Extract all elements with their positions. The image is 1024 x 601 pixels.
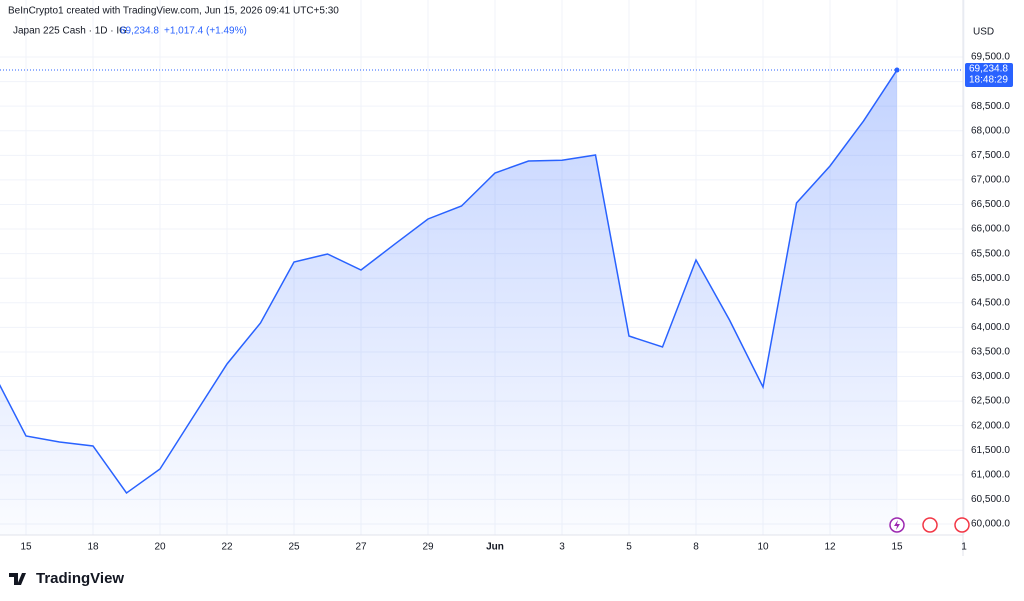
y-tick-label: 62,500.0 (971, 396, 1010, 407)
x-tick-label: 20 (154, 542, 166, 553)
x-tick-label: 22 (221, 542, 233, 553)
y-tick-label: 68,000.0 (971, 125, 1010, 136)
y-tick-label: 68,500.0 (971, 101, 1010, 112)
y-tick-label: 64,000.0 (971, 322, 1010, 333)
x-tick-label: Jun (486, 542, 504, 553)
last-point (894, 67, 900, 73)
x-tick-label: 15 (20, 542, 32, 553)
y-tick-label: 66,000.0 (971, 224, 1010, 235)
y-tick-label: 64,500.0 (971, 297, 1010, 308)
y-tick-label: 65,000.0 (971, 273, 1010, 284)
event-icons (889, 517, 970, 533)
currency: USD (973, 27, 994, 38)
x-tick-label: 12 (824, 542, 836, 553)
logo-text: TradingView (36, 570, 124, 587)
y-tick-label: 60,500.0 (971, 494, 1010, 505)
y-tick-label: 60,000.0 (971, 519, 1010, 530)
x-tick-label: 29 (422, 542, 434, 553)
plot (0, 67, 963, 535)
y-tick-label: 69,500.0 (971, 52, 1010, 63)
symbol: Japan 225 Cash · 1D · IG (13, 26, 127, 37)
change: +1,017.4 (+1.49%) (164, 26, 247, 37)
x-tick-label: 1 (961, 542, 967, 553)
price-line (0, 69, 898, 495)
y-tick-label: 67,500.0 (971, 150, 1010, 161)
price: 69,234.8 (120, 26, 159, 37)
x-tick-label: 8 (693, 542, 699, 553)
credit: BeInCrypto1 created with TradingView.com… (8, 6, 339, 17)
y-tick-label: 61,000.0 (971, 469, 1010, 480)
price-badge-label: 69,234.8 (969, 64, 1008, 75)
y-tick-label: 63,500.0 (971, 347, 1010, 358)
countdown: 18:48:29 (969, 75, 1008, 86)
x-tick-label: 18 (87, 542, 99, 553)
y-tick-label: 61,500.0 (971, 445, 1010, 456)
y-tick-label: 62,000.0 (971, 420, 1010, 431)
y-tick-label: 63,000.0 (971, 371, 1010, 382)
x-tick-label: 15 (891, 542, 903, 553)
logo: TradingView (9, 570, 124, 587)
area-fill (0, 70, 897, 535)
x-tick-label: 25 (288, 542, 300, 553)
y-tick-label: 65,500.0 (971, 248, 1010, 259)
price-badge (965, 63, 1013, 88)
y-tick-label: 66,500.0 (971, 199, 1010, 210)
x-tick-label: 10 (757, 542, 769, 553)
x-tick-label: 3 (559, 542, 565, 553)
x-tick-label: 5 (626, 542, 632, 553)
x-tick-label: 27 (355, 542, 367, 553)
y-tick-label: 67,000.0 (971, 175, 1010, 186)
